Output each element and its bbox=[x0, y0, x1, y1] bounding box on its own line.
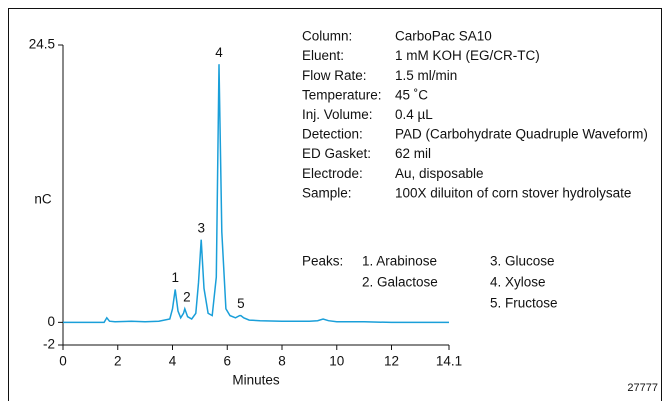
peak-label: 5 bbox=[237, 296, 245, 311]
peak-label: 3 bbox=[197, 220, 205, 235]
condition-value: 1 mM KOH (EG/CR-TC) bbox=[395, 48, 540, 63]
condition-value: Au, disposable bbox=[395, 166, 484, 181]
peak-name: 1. Arabinose bbox=[362, 254, 437, 269]
y-tick-label: 24.5 bbox=[29, 37, 55, 52]
x-tick-label: 10 bbox=[329, 354, 344, 369]
condition-label: Inj. Volume: bbox=[302, 107, 373, 122]
x-axis-label: Minutes bbox=[232, 373, 280, 388]
chromatogram-trace bbox=[63, 64, 449, 324]
condition-value: 45 ˚C bbox=[395, 87, 428, 102]
condition-value: 62 mil bbox=[395, 146, 431, 161]
x-tick-label: 2 bbox=[114, 354, 122, 369]
condition-label: Flow Rate: bbox=[302, 68, 367, 83]
y-axis-label: nC bbox=[34, 192, 52, 207]
peak-label: 1 bbox=[171, 270, 179, 285]
peak-name: 2. Galactose bbox=[362, 275, 438, 290]
condition-value: PAD (Carbohydrate Quadruple Waveform) bbox=[395, 127, 648, 142]
peak-label: 4 bbox=[215, 45, 223, 60]
x-tick-label: 14.1 bbox=[436, 354, 462, 369]
condition-label: Eluent: bbox=[302, 48, 344, 63]
condition-value: 0.4 µL bbox=[395, 107, 433, 122]
condition-label: Detection: bbox=[302, 127, 363, 142]
peak-label: 2 bbox=[183, 289, 191, 304]
figure-number: 27777 bbox=[627, 382, 658, 394]
peak-name: 3. Glucose bbox=[490, 254, 555, 269]
peak-name: 4. Xylose bbox=[490, 275, 546, 290]
frame bbox=[8, 8, 662, 401]
y-tick-label: -2 bbox=[43, 337, 55, 352]
x-tick-label: 6 bbox=[223, 354, 231, 369]
x-tick-label: 0 bbox=[59, 354, 67, 369]
y-tick-label: 0 bbox=[47, 314, 55, 329]
condition-value: CarboPac SA10 bbox=[395, 29, 492, 44]
condition-label: Column: bbox=[302, 29, 352, 44]
x-tick-label: 8 bbox=[278, 354, 286, 369]
peaks-title: Peaks: bbox=[302, 254, 343, 269]
condition-label: ED Gasket: bbox=[302, 146, 371, 161]
peak-name: 5. Fructose bbox=[490, 296, 558, 311]
condition-label: Temperature: bbox=[302, 87, 382, 102]
condition-value: 100X diluiton of corn stover hydrolysate bbox=[395, 185, 631, 200]
condition-value: 1.5 ml/min bbox=[395, 68, 457, 83]
condition-label: Sample: bbox=[302, 185, 352, 200]
x-tick-label: 4 bbox=[169, 354, 177, 369]
condition-label: Electrode: bbox=[302, 166, 363, 181]
x-tick-label: 12 bbox=[384, 354, 399, 369]
